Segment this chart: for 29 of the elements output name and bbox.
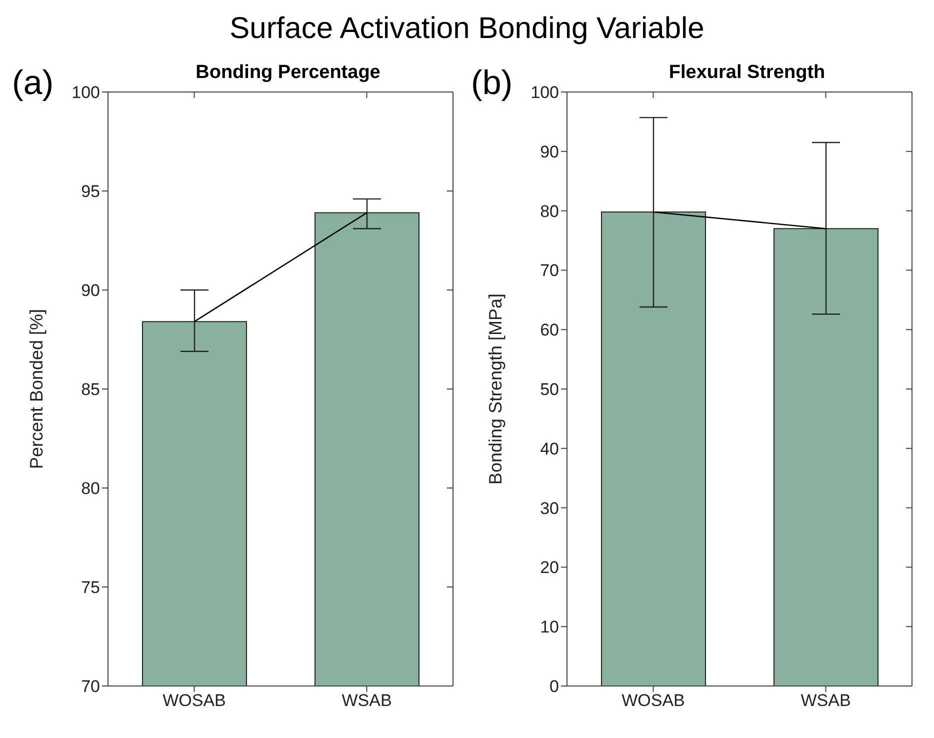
y-tick-label: 0 [550,677,559,696]
x-tick-label: WSAB [800,691,851,710]
y-tick-label: 100 [72,83,100,102]
y-tick-label: 75 [81,578,100,598]
y-axis-title: Bonding Strength [MPa] [485,293,506,485]
y-tick-label: 20 [540,558,559,578]
y-tick-label: 70 [81,677,100,696]
y-tick-label: 40 [540,439,559,458]
x-tick-label: WSAB [342,691,392,710]
y-tick-label: 70 [540,261,559,280]
chart-title: Bonding Percentage [194,62,382,84]
text: (a) [12,64,54,103]
y-tick-label: 90 [540,142,559,162]
y-tick-label: 10 [540,618,559,637]
x-tick-label: WOSAB [622,691,685,710]
y-tick-label: 85 [81,380,100,400]
y-tick-label: 100 [530,83,559,102]
y-tick-label: 50 [540,380,559,400]
text: Surface Activation Bonding Variable [228,11,706,47]
y-axis-title: Percent Bonded [%] [26,308,46,470]
y-tick-label: 30 [540,498,559,518]
y-tick-label: 80 [540,202,559,221]
x-tick-label: WOSAB [162,691,226,710]
text: (b) [471,64,513,103]
y-tick-label: 90 [81,281,100,300]
y-tick-label: 95 [81,182,100,202]
y-tick-label: 80 [81,479,100,498]
chart-title: Flexural Strength [668,62,826,84]
y-tick-label: 60 [540,320,559,340]
